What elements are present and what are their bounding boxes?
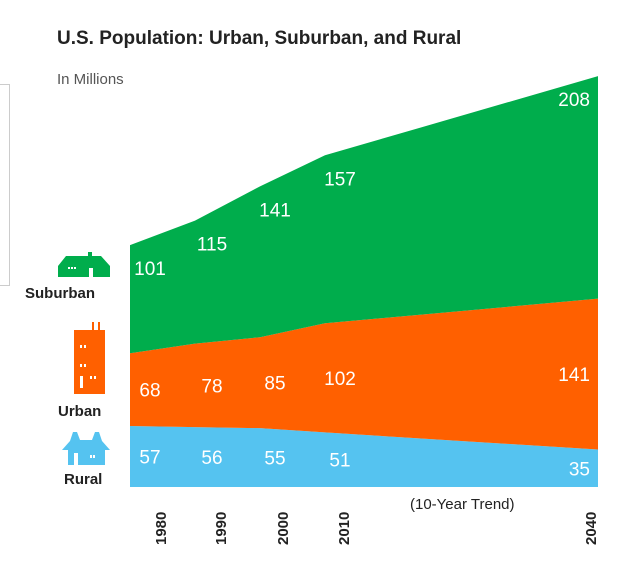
data-label-suburban-1980: 101	[134, 259, 166, 280]
area-rural	[130, 426, 598, 487]
legend-label-suburban: Suburban	[25, 285, 95, 302]
data-label-urban-1990: 78	[201, 376, 222, 397]
data-label-rural-1980: 57	[139, 448, 160, 469]
data-label-rural-2000: 55	[264, 449, 285, 470]
x-tick-2000: 2000	[275, 512, 292, 545]
data-label-rural-1990: 56	[201, 448, 222, 469]
data-label-rural-2040: 35	[569, 459, 590, 480]
x-tick-2040: 2040	[583, 512, 600, 545]
data-label-suburban-2000: 141	[259, 200, 291, 221]
area-urban	[130, 298, 598, 450]
data-label-urban-1980: 68	[139, 381, 160, 402]
farmhouse-icon	[62, 432, 110, 465]
data-label-suburban-2010: 157	[324, 169, 356, 190]
house-icon	[58, 252, 110, 277]
data-label-rural-2010: 51	[329, 451, 350, 472]
apartment-building-icon	[74, 322, 105, 394]
data-label-urban-2040: 141	[558, 365, 590, 386]
chart-title: U.S. Population: Urban, Suburban, and Ru…	[57, 28, 462, 49]
x-axis-note: (10-Year Trend)	[410, 496, 515, 513]
side-panel-edge	[0, 84, 10, 286]
data-label-suburban-2040: 208	[558, 90, 590, 111]
data-label-suburban-1990: 115	[197, 235, 227, 256]
area-suburban	[130, 76, 598, 354]
x-tick-1980: 1980	[153, 512, 170, 545]
x-tick-1990: 1990	[213, 512, 230, 545]
data-label-urban-2000: 85	[264, 374, 285, 395]
legend-label-urban: Urban	[58, 403, 102, 420]
chart-subtitle: In Millions	[57, 71, 124, 88]
data-label-urban-2010: 102	[324, 369, 356, 390]
legend-label-rural: Rural	[64, 471, 103, 488]
x-tick-2010: 2010	[336, 512, 353, 545]
